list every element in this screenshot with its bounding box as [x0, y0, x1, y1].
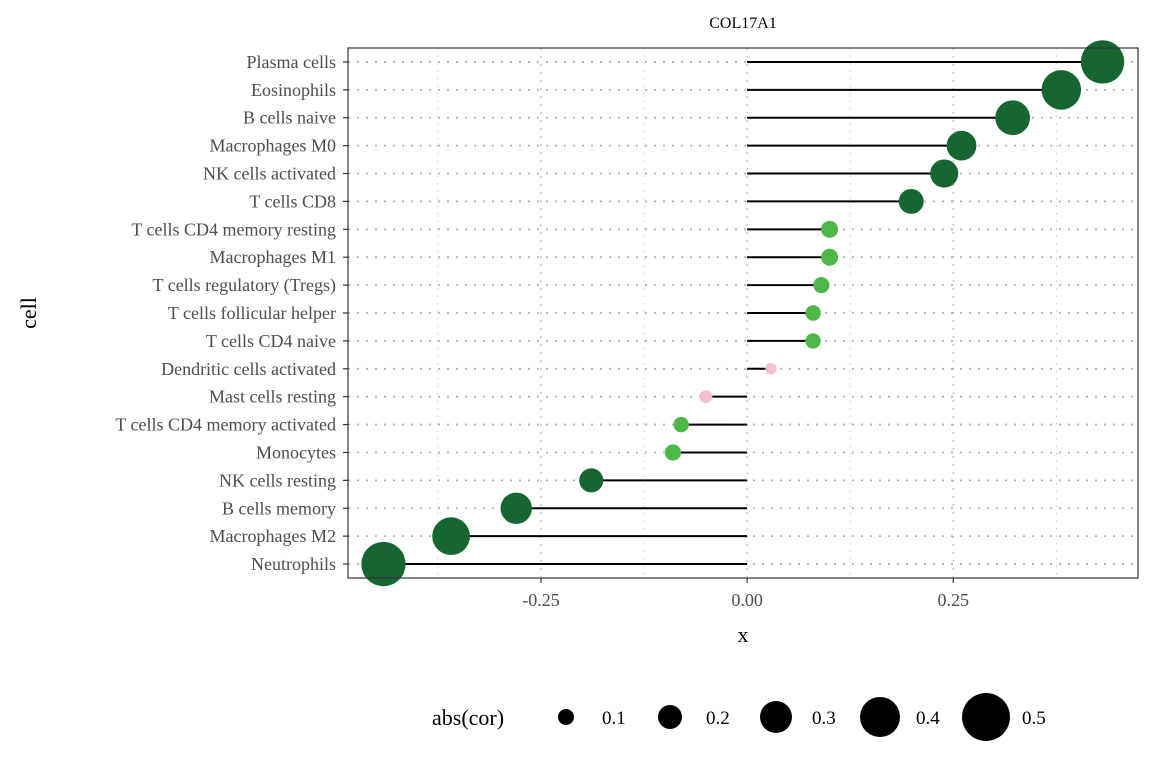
- y-tick-label: Mast cells resting: [209, 387, 336, 407]
- y-tick-label: T cells CD4 memory resting: [131, 219, 336, 239]
- x-tick-label: -0.25: [522, 590, 560, 610]
- y-tick-label: Plasma cells: [247, 52, 336, 72]
- y-tick-label: B cells memory: [222, 498, 336, 518]
- data-point: [673, 416, 689, 433]
- chart-title: COL17A1: [709, 15, 777, 32]
- data-point: [821, 220, 839, 238]
- y-tick-label: NK cells resting: [219, 470, 336, 490]
- data-point: [813, 277, 830, 294]
- x-tick-label: 0.00: [731, 590, 763, 610]
- data-point: [805, 305, 821, 321]
- legend-label: 0.5: [1022, 708, 1046, 729]
- y-axis-title: cell: [16, 297, 41, 329]
- legend-label: 0.1: [602, 708, 626, 729]
- legend-key: [860, 697, 900, 737]
- y-tick-label: Eosinophils: [251, 80, 336, 100]
- y-tick-label: B cells naive: [243, 108, 336, 128]
- legend-key: [962, 693, 1010, 741]
- y-tick-label: Dendritic cells activated: [161, 359, 336, 379]
- data-point: [805, 333, 821, 349]
- size-legend: abs(cor) 0.1 0.2 0.3 0.4 0.5: [432, 693, 1046, 741]
- legend-label: 0.2: [706, 708, 730, 729]
- y-tick-label: T cells regulatory (Tregs): [153, 275, 336, 296]
- data-point: [821, 248, 839, 266]
- data-point: [664, 444, 682, 461]
- y-tick-label: Neutrophils: [251, 554, 336, 574]
- lollipop-segments: [383, 60, 1103, 566]
- y-tick-label: Monocytes: [256, 442, 336, 462]
- x-axis-title: x: [738, 622, 749, 647]
- y-tick-label: T cells CD8: [249, 191, 336, 211]
- y-tick-label: NK cells activated: [203, 164, 336, 184]
- data-point: [898, 188, 924, 214]
- y-axis: Plasma cells Eosinophils B cells naive Macr…: [115, 52, 348, 574]
- legend-key: [658, 705, 682, 729]
- data-point: [699, 390, 713, 404]
- legend-title: abs(cor): [432, 705, 504, 730]
- y-tick-label: Macrophages M2: [210, 526, 336, 546]
- legend-key: [558, 709, 574, 725]
- x-tick-label: 0.25: [938, 590, 970, 610]
- data-point: [500, 492, 532, 524]
- legend-label: 0.3: [812, 708, 836, 729]
- y-tick-label: T cells follicular helper: [168, 303, 336, 323]
- y-tick-label: T cells CD4 memory activated: [115, 415, 336, 435]
- data-point: [946, 130, 977, 161]
- data-point: [995, 100, 1031, 136]
- data-point: [765, 363, 777, 375]
- y-tick-label: T cells CD4 naive: [206, 331, 336, 351]
- lollipop-points: [361, 40, 1125, 587]
- legend-key: [760, 701, 792, 733]
- y-tick-label: Macrophages M0: [210, 136, 336, 156]
- data-point: [1041, 70, 1082, 110]
- legend-label: 0.4: [916, 708, 940, 729]
- data-point: [579, 468, 604, 493]
- data-point: [930, 159, 959, 188]
- data-point: [432, 517, 470, 556]
- y-tick-label: Macrophages M1: [210, 247, 336, 267]
- data-point: [361, 541, 406, 587]
- x-axis: -0.25 0.00 0.25: [522, 578, 969, 610]
- data-point: [1080, 40, 1125, 84]
